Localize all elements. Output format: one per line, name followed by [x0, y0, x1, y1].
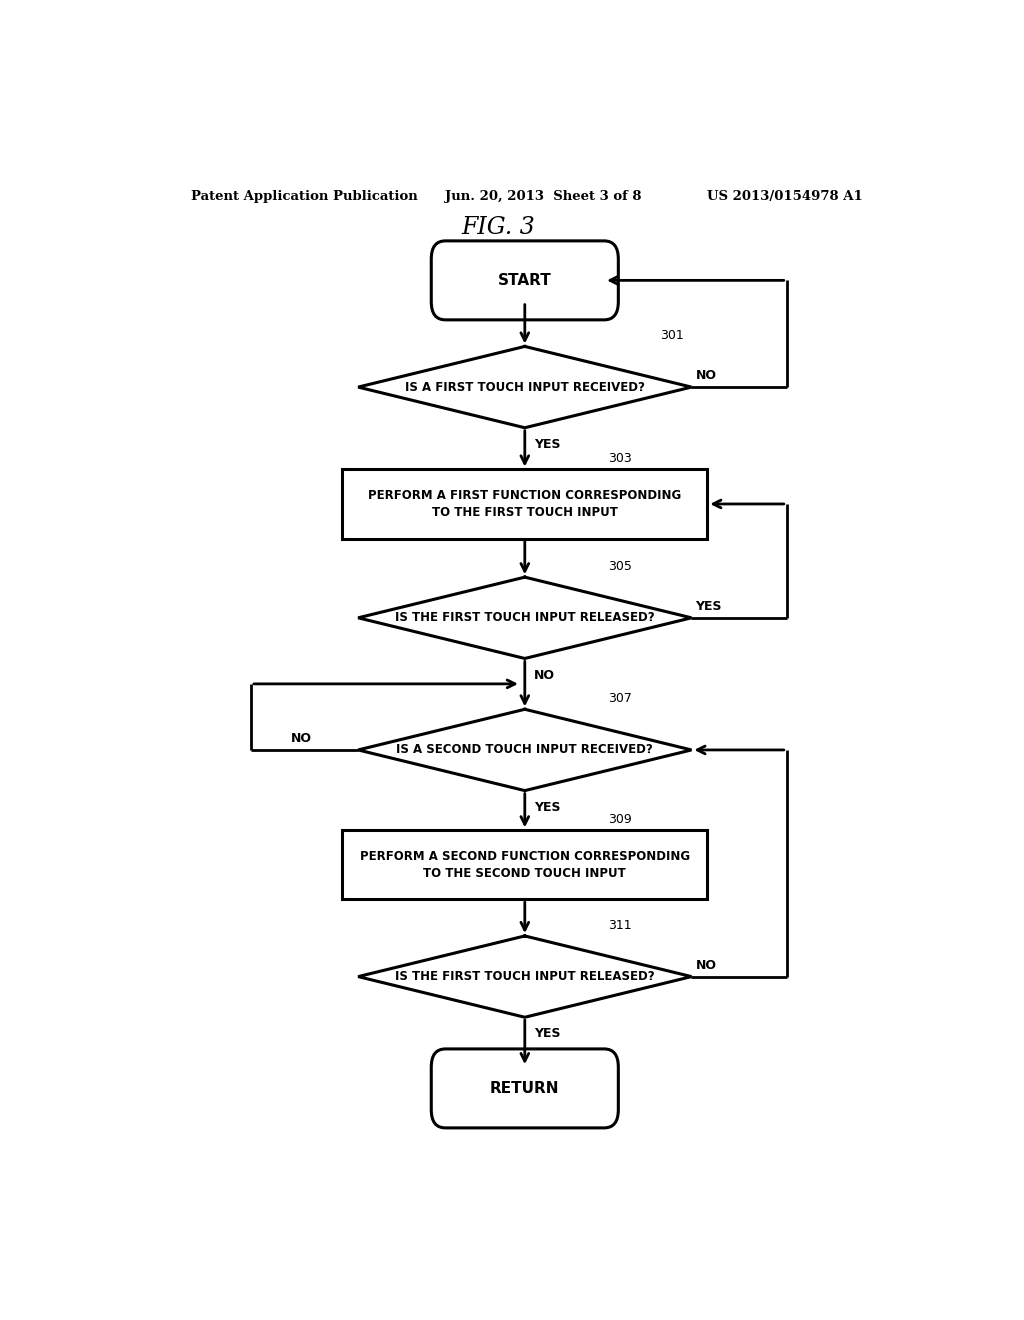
Text: YES: YES — [695, 599, 722, 612]
Bar — [342, 470, 708, 539]
Text: PERFORM A FIRST FUNCTION CORRESPONDING
TO THE FIRST TOUCH INPUT: PERFORM A FIRST FUNCTION CORRESPONDING T… — [369, 488, 681, 519]
Text: 307: 307 — [608, 692, 632, 705]
FancyBboxPatch shape — [431, 1049, 618, 1127]
Text: IS THE FIRST TOUCH INPUT RELEASED?: IS THE FIRST TOUCH INPUT RELEASED? — [395, 611, 654, 624]
Polygon shape — [358, 936, 691, 1018]
Text: NO: NO — [695, 958, 717, 972]
Polygon shape — [358, 346, 691, 428]
Text: 311: 311 — [608, 919, 632, 932]
Text: RETURN: RETURN — [490, 1081, 559, 1096]
Polygon shape — [358, 577, 691, 659]
Text: FIG. 3: FIG. 3 — [461, 216, 536, 239]
Text: Patent Application Publication: Patent Application Publication — [191, 190, 418, 202]
Text: 301: 301 — [659, 330, 683, 342]
Text: NO: NO — [535, 669, 555, 681]
Text: NO: NO — [695, 370, 717, 381]
Text: IS A SECOND TOUCH INPUT RECEIVED?: IS A SECOND TOUCH INPUT RECEIVED? — [396, 743, 653, 756]
Text: START: START — [498, 273, 552, 288]
FancyBboxPatch shape — [431, 240, 618, 319]
Text: US 2013/0154978 A1: US 2013/0154978 A1 — [708, 190, 863, 202]
Text: Jun. 20, 2013  Sheet 3 of 8: Jun. 20, 2013 Sheet 3 of 8 — [445, 190, 642, 202]
Text: 303: 303 — [608, 453, 632, 466]
Text: YES: YES — [535, 801, 561, 813]
Polygon shape — [358, 709, 691, 791]
Bar — [342, 830, 708, 899]
Text: YES: YES — [535, 438, 561, 451]
Text: 305: 305 — [608, 560, 632, 573]
Text: PERFORM A SECOND FUNCTION CORRESPONDING
TO THE SECOND TOUCH INPUT: PERFORM A SECOND FUNCTION CORRESPONDING … — [359, 850, 690, 880]
Text: IS A FIRST TOUCH INPUT RECEIVED?: IS A FIRST TOUCH INPUT RECEIVED? — [404, 380, 645, 393]
Text: NO: NO — [291, 731, 311, 744]
Text: IS THE FIRST TOUCH INPUT RELEASED?: IS THE FIRST TOUCH INPUT RELEASED? — [395, 970, 654, 983]
Text: YES: YES — [535, 1027, 561, 1040]
Text: 309: 309 — [608, 813, 632, 826]
